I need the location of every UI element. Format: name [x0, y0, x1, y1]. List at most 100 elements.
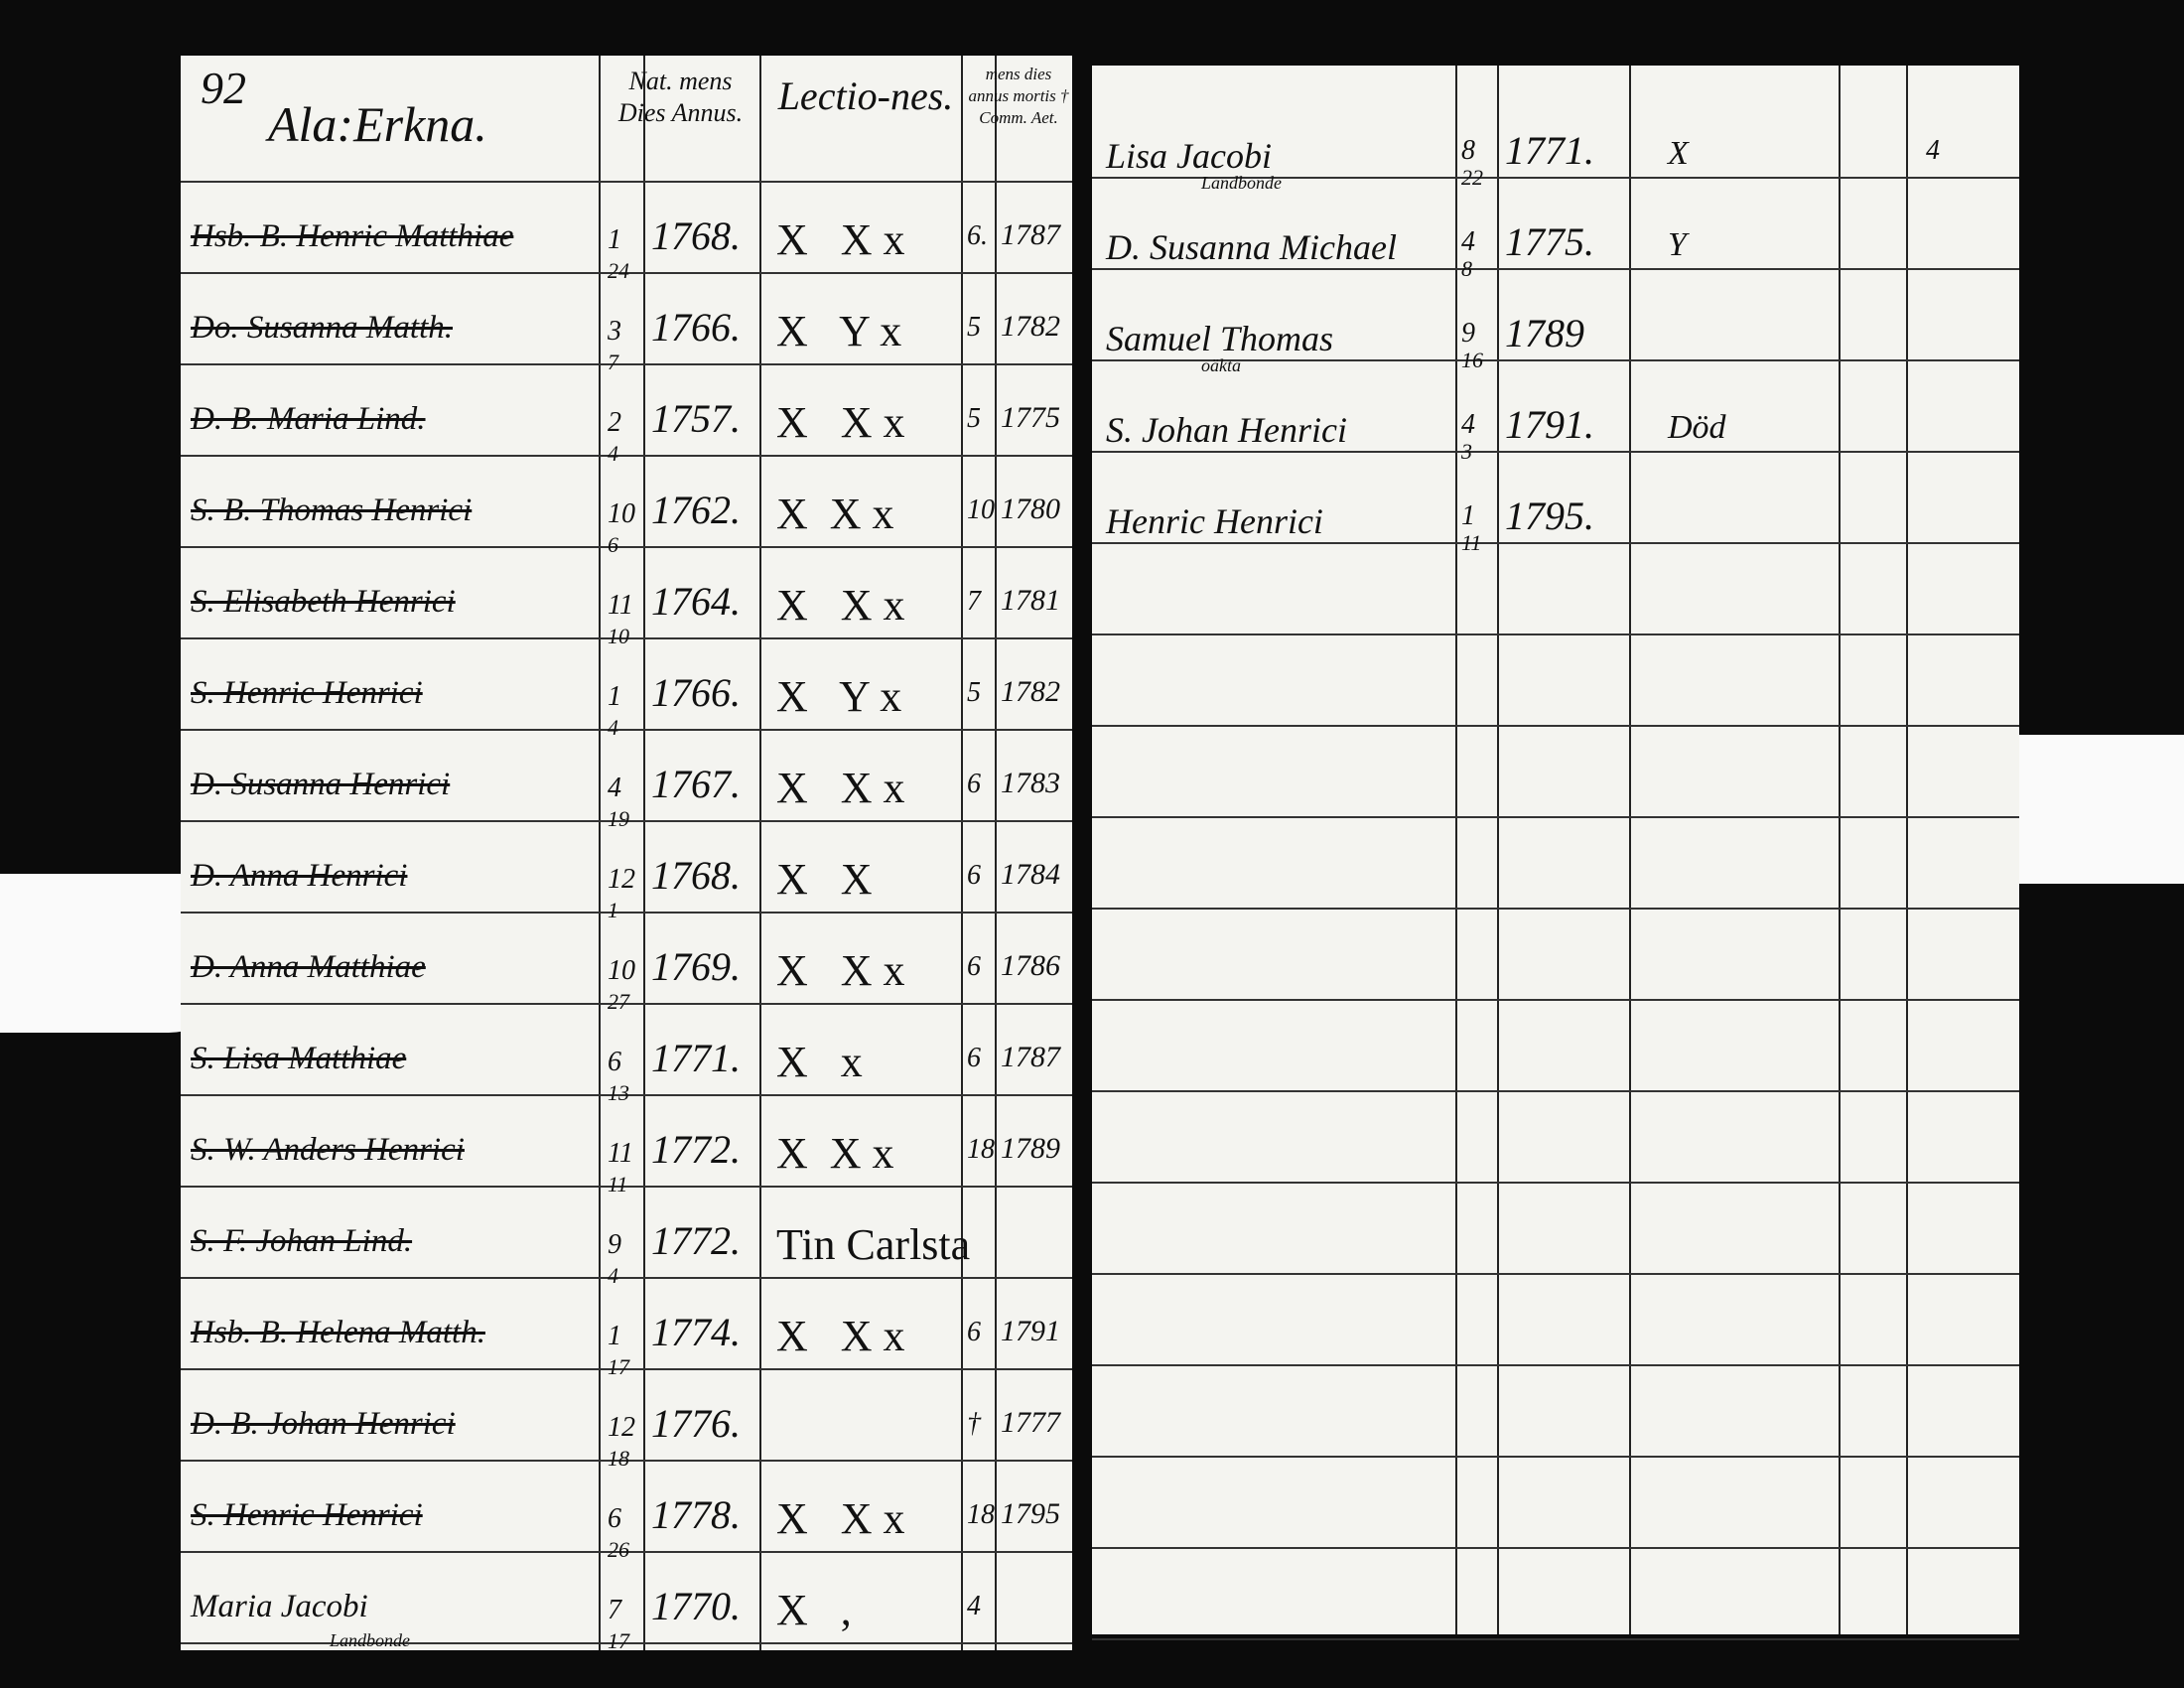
- birth-day: 26: [608, 1537, 629, 1562]
- birth-month: 1: [608, 224, 621, 255]
- death-day: 6: [967, 1043, 981, 1073]
- column-rule: [1906, 66, 1908, 1634]
- death-day: 6: [967, 860, 981, 891]
- row-rule: [181, 1368, 1072, 1370]
- birth-year: 1769.: [651, 944, 741, 989]
- row-rule: [181, 1551, 1072, 1553]
- row-rule: [181, 1460, 1072, 1462]
- entry-name: S. Lisa Matthiae: [191, 1041, 407, 1076]
- death-day: 6: [967, 769, 981, 799]
- lectiones: Y: [1668, 226, 1687, 263]
- birth-month: 10: [608, 955, 635, 986]
- birth-day: 18: [608, 1446, 629, 1471]
- birth-day: 10: [608, 624, 629, 648]
- birth-year: 1757.: [651, 396, 741, 441]
- row-rule: [1092, 1273, 2019, 1275]
- birth-month: 8: [1461, 135, 1475, 166]
- death-year: 1784: [1001, 858, 1060, 891]
- row-rule: [1092, 999, 2019, 1001]
- row-rule: [181, 912, 1072, 914]
- birth-month: 2: [608, 407, 621, 438]
- column-rule: [961, 56, 963, 1650]
- death-year: 1783: [1001, 767, 1060, 799]
- birth-day: 16: [1461, 348, 1483, 372]
- birth-day: 8: [1461, 256, 1472, 281]
- row-rule: [1092, 268, 2019, 270]
- row-rule: [181, 455, 1072, 457]
- birth-year: 1764.: [651, 579, 741, 624]
- birth-month: 12: [608, 1412, 635, 1443]
- birth-year: 1762.: [651, 488, 741, 532]
- row-rule: [1092, 1182, 2019, 1184]
- birth-month: 6: [608, 1503, 621, 1534]
- death-year: 1789: [1001, 1132, 1060, 1165]
- birth-day: 17: [608, 1354, 629, 1379]
- birth-year: 1775.: [1505, 219, 1594, 264]
- lectiones: X X x: [776, 1312, 905, 1360]
- header-mortis: mens dies annus mortis † Comm. Aet.: [968, 65, 1069, 127]
- birth-month: 11: [608, 590, 633, 621]
- column-rule: [995, 56, 997, 1650]
- lectiones: X X x: [776, 764, 905, 812]
- birth-year: 1767.: [651, 762, 741, 806]
- birth-year: 1772.: [651, 1127, 741, 1172]
- column-rule: [1839, 66, 1841, 1634]
- row-rule: [1092, 908, 2019, 910]
- birth-day: 4: [608, 1263, 618, 1288]
- death-year: 1787: [1001, 1041, 1060, 1073]
- lectiones: X Y x: [776, 307, 902, 355]
- birth-year: 1774.: [651, 1310, 741, 1354]
- birth-month: 6: [608, 1047, 621, 1077]
- death-year: 1780: [1001, 492, 1060, 525]
- birth-day: 17: [608, 1628, 629, 1653]
- birth-year: 1766.: [651, 670, 741, 715]
- birth-month: 1: [1461, 500, 1475, 531]
- lectiones: X ,: [776, 1586, 852, 1634]
- lectiones: X Y x: [776, 672, 902, 721]
- birth-month: 12: [608, 864, 635, 895]
- birth-year: 1771.: [651, 1036, 741, 1080]
- lectiones: Tin Carlsta: [776, 1220, 971, 1269]
- death-year: 1791: [1001, 1315, 1060, 1347]
- row-rule: [181, 1642, 1072, 1644]
- birth-day: 22: [1461, 165, 1483, 190]
- entry-name: D. Susanna Michael: [1106, 227, 1397, 267]
- entry-name: S. B. Thomas Henrici: [191, 492, 473, 528]
- death-day: †: [967, 1408, 981, 1439]
- farm-name: Ala:Erkna.: [268, 96, 487, 152]
- birth-day: 11: [1461, 530, 1482, 555]
- right-page: Lisa Jacobi Landbonde 8 22 1771. X 4 D. Susanna…: [1092, 66, 2019, 1640]
- lectiones: X: [1668, 135, 1689, 172]
- death-day: 5: [967, 677, 981, 708]
- row-rule: [181, 363, 1072, 365]
- page-number: 92: [201, 63, 246, 113]
- entry-note: Landbonde: [330, 1630, 410, 1650]
- entry-name: Hsb. B. Henric Matthiae: [191, 218, 514, 254]
- entry-name: Do. Susanna Matth.: [191, 310, 453, 346]
- death-year: 1782: [1001, 310, 1060, 343]
- column-rule: [1497, 66, 1499, 1634]
- birth-year: 1771.: [1505, 128, 1594, 173]
- lectiones: X X x: [776, 490, 894, 538]
- row-rule: [181, 1277, 1072, 1279]
- row-rule: [181, 637, 1072, 639]
- birth-day: 3: [1461, 439, 1472, 464]
- death-day: 6.: [967, 220, 988, 251]
- entry-note: oäkta: [1201, 355, 1241, 375]
- entry-name: Lisa Jacobi: [1106, 136, 1272, 176]
- entry-name: D. Anna Matthiae: [191, 949, 426, 985]
- lectiones: Död: [1668, 409, 1726, 446]
- birth-day: 4: [608, 715, 618, 740]
- birth-day: 27: [608, 989, 629, 1014]
- row-rule: [181, 546, 1072, 548]
- death-year: 1787: [1001, 218, 1060, 251]
- lectiones: X X x: [776, 215, 905, 264]
- birth-year: 1776.: [651, 1401, 741, 1446]
- row-rule: [1092, 1090, 2019, 1092]
- column-rule: [599, 56, 601, 1650]
- lectiones: X X x: [776, 581, 905, 630]
- entry-name: Maria Jacobi: [191, 1589, 368, 1624]
- column-rule: [1455, 66, 1457, 1634]
- death-year: 1775: [1001, 401, 1060, 434]
